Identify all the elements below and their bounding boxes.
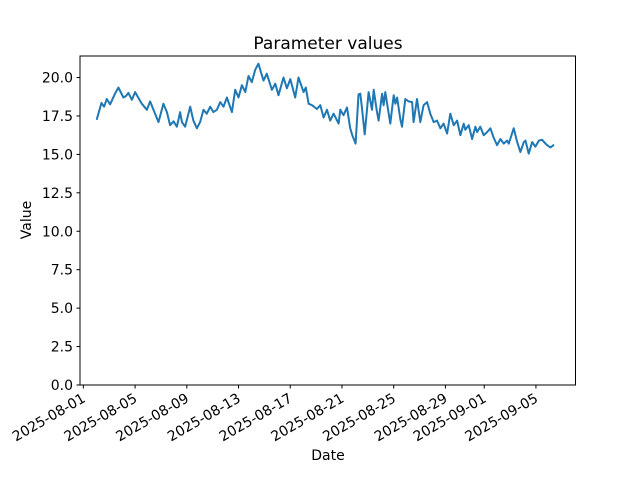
- series-line: [95, 62, 555, 155]
- y-tick-label: 2.5: [51, 340, 73, 356]
- y-tick-label: 10.0: [42, 224, 73, 240]
- y-tick-label: 5.0: [51, 301, 73, 317]
- y-tick-label: 12.5: [42, 186, 73, 202]
- y-tick-label: 17.5: [42, 109, 73, 125]
- y-tick-label: 7.5: [51, 263, 73, 279]
- y-tick-label: 0.0: [51, 378, 73, 394]
- y-tick-label: 15.0: [42, 147, 73, 163]
- x-axis-label: Date: [311, 448, 345, 464]
- chart-title: Parameter values: [253, 34, 403, 54]
- y-tick-label: 20.0: [42, 71, 73, 87]
- plot-border: [79, 55, 576, 386]
